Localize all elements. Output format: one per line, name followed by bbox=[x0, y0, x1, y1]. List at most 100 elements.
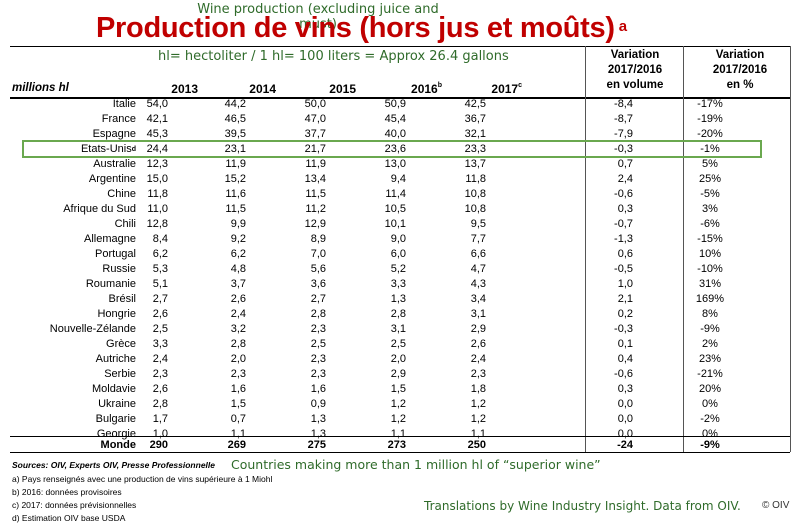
value-2015: 11,5 bbox=[305, 188, 326, 200]
header-year-2017: 2017c bbox=[491, 82, 522, 96]
total-2017: 250 bbox=[467, 439, 486, 451]
value-2015: 8,9 bbox=[310, 233, 326, 245]
value-2016: 3,1 bbox=[390, 323, 406, 335]
value-2014: 3,2 bbox=[230, 323, 246, 335]
value-2014: 46,5 bbox=[224, 113, 246, 125]
value-2015: 50,0 bbox=[304, 98, 326, 110]
total-variation-percent: -9% bbox=[700, 439, 720, 451]
value-2016: 11,4 bbox=[385, 188, 406, 200]
header-variation-percent: Variation 2017/2016 en % bbox=[690, 48, 790, 93]
value-2014: 0,7 bbox=[230, 413, 246, 425]
value-2016: 1,2 bbox=[390, 398, 406, 410]
country-name: Australie bbox=[93, 158, 136, 170]
table-row: Portugal 6,2 6,2 7,0 6,0 6,6 0,6 10% bbox=[0, 247, 800, 262]
table-row: Hongrie 2,6 2,4 2,8 2,8 3,1 0,2 8% bbox=[0, 307, 800, 322]
table-row: Bulgarie 1,7 0,7 1,3 1,2 1,2 0,0 -2% bbox=[0, 412, 800, 427]
value-2015: 1,3 bbox=[310, 413, 326, 425]
value-2014: 11,6 bbox=[225, 188, 246, 200]
value-2017: 1,1 bbox=[470, 428, 486, 440]
value-2015: 2,8 bbox=[310, 308, 326, 320]
value-2016: 5,2 bbox=[390, 263, 406, 275]
country-name: Allemagne bbox=[84, 233, 136, 245]
variation-percent: -21% bbox=[697, 368, 723, 380]
variation-volume: 0,0 bbox=[617, 413, 633, 425]
country-name: Etats-Unisd bbox=[80, 143, 136, 155]
hdr-var-pct-line3: en % bbox=[726, 79, 754, 91]
table-row: Ukraine 2,8 1,5 0,9 1,2 1,2 0,0 0% bbox=[0, 397, 800, 412]
variation-volume: -0,6 bbox=[614, 368, 633, 380]
value-2015: 1,6 bbox=[310, 383, 326, 395]
value-2013: 2,6 bbox=[152, 308, 168, 320]
variation-percent: -20% bbox=[697, 128, 723, 140]
value-2013: 15,0 bbox=[146, 173, 168, 185]
header-year-2013: 2013 bbox=[171, 82, 198, 96]
variation-volume: -0,3 bbox=[614, 323, 633, 335]
header-year-2014: 2014 bbox=[249, 82, 276, 96]
value-2013: 42,1 bbox=[146, 113, 168, 125]
copyright: © OIV bbox=[762, 500, 790, 511]
value-2013: 6,2 bbox=[152, 248, 168, 260]
divider-before-variation bbox=[585, 46, 586, 452]
value-2017: 2,4 bbox=[470, 353, 486, 365]
country-name: Roumanie bbox=[85, 278, 136, 290]
value-2016: 3,3 bbox=[390, 278, 406, 290]
value-2014: 9,2 bbox=[230, 233, 246, 245]
value-2017: 9,5 bbox=[470, 218, 486, 230]
variation-volume: -7,9 bbox=[614, 128, 633, 140]
country-name: Brésil bbox=[108, 293, 136, 305]
value-2015: 3,6 bbox=[310, 278, 326, 290]
value-2013: 8,4 bbox=[152, 233, 168, 245]
value-2013: 11,0 bbox=[147, 203, 168, 215]
value-2014: 15,2 bbox=[224, 173, 246, 185]
variation-volume: 0,3 bbox=[617, 203, 633, 215]
value-2016: 2,0 bbox=[390, 353, 406, 365]
country-name: Argentine bbox=[88, 173, 136, 185]
value-2014: 1,6 bbox=[230, 383, 246, 395]
table-row: Allemagne 8,4 9,2 8,9 9,0 7,7 -1,3 -15% bbox=[0, 232, 800, 247]
variation-percent: 8% bbox=[702, 308, 718, 320]
variation-percent: 20% bbox=[698, 383, 722, 395]
value-2015: 11,9 bbox=[305, 158, 326, 170]
footnote-a: a) Pays renseignés avec une production d… bbox=[12, 474, 273, 484]
value-2016: 23,6 bbox=[384, 143, 406, 155]
variation-volume: -0,5 bbox=[614, 263, 633, 275]
value-2016: 1,3 bbox=[390, 293, 406, 305]
countries-note: Countries making more than 1 million hl … bbox=[231, 457, 601, 472]
value-2013: 2,8 bbox=[152, 398, 168, 410]
value-2017: 13,7 bbox=[464, 158, 486, 170]
header-year-2016: 2016b bbox=[411, 82, 442, 96]
country-name: Ukraine bbox=[98, 398, 136, 410]
value-2016: 10,5 bbox=[384, 203, 406, 215]
value-2017: 2,9 bbox=[470, 323, 486, 335]
variation-percent: -6% bbox=[700, 218, 720, 230]
variation-volume: 0,6 bbox=[617, 248, 633, 260]
value-2016: 1,1 bbox=[390, 428, 406, 440]
hdr-var-vol-line3: en volume bbox=[606, 79, 664, 91]
value-2014: 2,6 bbox=[230, 293, 246, 305]
country-name: Portugal bbox=[95, 248, 136, 260]
value-2014: 3,7 bbox=[230, 278, 246, 290]
variation-percent: 169% bbox=[695, 293, 725, 305]
country-name: Grèce bbox=[106, 338, 136, 350]
table-row: Espagne 45,3 39,5 37,7 40,0 32,1 -7,9 -20% bbox=[0, 127, 800, 142]
value-2014: 2,3 bbox=[230, 368, 246, 380]
value-2017: 10,8 bbox=[464, 188, 486, 200]
value-2016: 6,0 bbox=[390, 248, 406, 260]
variation-percent: -10% bbox=[697, 263, 723, 275]
variation-percent: 23% bbox=[698, 353, 722, 365]
value-2017: 23,3 bbox=[464, 143, 486, 155]
total-2015: 275 bbox=[307, 439, 326, 451]
bottom-rule bbox=[10, 452, 790, 453]
variation-percent: -2% bbox=[700, 413, 720, 425]
footnote-b: b) 2016: données provisoires bbox=[12, 487, 122, 497]
value-2013: 24,4 bbox=[146, 143, 168, 155]
value-2013: 5,1 bbox=[152, 278, 168, 290]
table-row: Chine 11,8 11,6 11,5 11,4 10,8 -0,6 -5% bbox=[0, 187, 800, 202]
variation-percent: -15% bbox=[697, 233, 723, 245]
title-note: a bbox=[618, 18, 627, 35]
english-subtitle: Wine production (excluding juice and mus… bbox=[197, 2, 439, 32]
table-row: Georgie 1,0 1,1 1,3 1,1 1,1 0,0 0% bbox=[0, 427, 800, 442]
page-title: Production de vins (hors jus et moûts) a bbox=[96, 12, 627, 45]
value-2013: 12,8 bbox=[146, 218, 168, 230]
country-name: Espagne bbox=[92, 128, 136, 140]
